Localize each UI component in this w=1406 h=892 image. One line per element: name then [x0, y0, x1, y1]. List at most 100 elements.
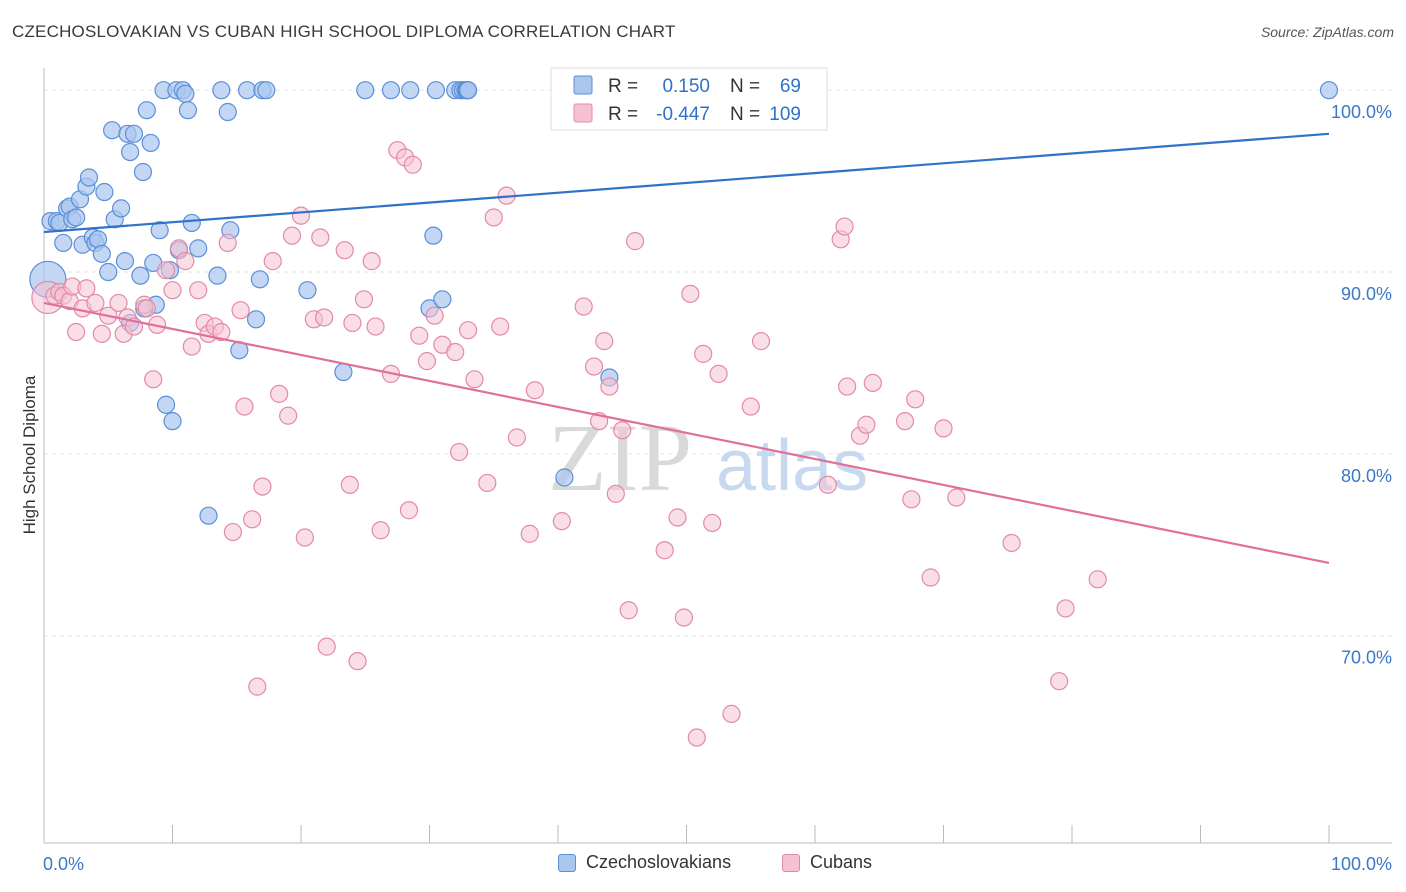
- cuban-point: [1050, 672, 1069, 691]
- cuban-point: [212, 322, 231, 342]
- cuban-point: [218, 233, 237, 253]
- cuban-point: [674, 608, 694, 627]
- cuban-point: [722, 704, 741, 723]
- czechoslovakian-point: [115, 252, 135, 271]
- czechoslovakian-point: [356, 81, 375, 100]
- legend-label-czechoslovakians: Czechoslovakians: [586, 852, 732, 872]
- cuban-point: [109, 293, 128, 313]
- cuban-point: [295, 528, 314, 547]
- y-tick-label-90: 90.0%: [1341, 284, 1392, 304]
- cuban-point: [425, 306, 444, 325]
- legend-n-label-1: N =: [730, 76, 760, 97]
- cuban-point: [619, 601, 638, 620]
- legend-label-cubans: Cubans: [810, 852, 873, 872]
- y-tick-label-100: 100.0%: [1331, 102, 1392, 122]
- cuban-point: [947, 488, 966, 507]
- y-axis-label: High School Diploma: [20, 375, 39, 534]
- cuban-point: [625, 232, 645, 251]
- chart-title: CZECHOSLOVAKIAN VS CUBAN HIGH SCHOOL DIP…: [12, 22, 676, 41]
- axes: [43, 68, 1392, 844]
- cuban-point: [687, 728, 706, 747]
- czechoslovakian-point: [95, 182, 114, 202]
- czechoslovakian-point: [124, 124, 144, 143]
- cuban-point: [248, 677, 267, 696]
- czechoslovakian-point: [67, 208, 86, 227]
- cuban-point: [77, 279, 96, 298]
- cuban-point: [458, 321, 478, 340]
- cuban-point: [613, 421, 632, 440]
- cuban-point: [584, 357, 604, 376]
- czechoslovakian-point: [426, 81, 446, 100]
- legend-n-value-2: 109: [769, 104, 801, 125]
- legend-r-label-1: R =: [608, 76, 638, 97]
- cuban-point: [465, 370, 484, 389]
- cuban-point: [176, 252, 195, 271]
- czechoslovakian-point: [111, 199, 131, 218]
- bottom-legend: Czechoslovakians Cubans: [0, 852, 1406, 878]
- cuban-point: [906, 390, 925, 409]
- cuban-point: [156, 261, 176, 280]
- czechoslovakian-point: [298, 281, 317, 300]
- cuban-point: [291, 206, 311, 225]
- cuban-point: [137, 299, 156, 318]
- cuban-point: [1088, 570, 1107, 589]
- cuban-point: [67, 322, 86, 342]
- x-tick-label-0: 0.0%: [43, 854, 84, 874]
- cuban-point: [144, 370, 163, 389]
- czechoslovakians-trend-line: [43, 132, 1330, 234]
- y-tick-label-70: 70.0%: [1341, 648, 1392, 668]
- legend-item-czechoslovakians[interactable]: Czechoslovakians: [558, 852, 731, 873]
- y-tick-label-80: 80.0%: [1341, 466, 1392, 486]
- cuban-point: [525, 381, 544, 400]
- cubans-trend-line: [43, 301, 1330, 565]
- cuban-point: [655, 541, 674, 560]
- cuban-point: [520, 524, 539, 543]
- cuban-point: [243, 510, 262, 529]
- cuban-point: [223, 522, 242, 542]
- czechoslovakian-point: [189, 239, 208, 258]
- cuban-point: [92, 324, 111, 343]
- czechoslovakian-point: [176, 84, 195, 103]
- cuban-point: [417, 352, 437, 371]
- czechoslovakian-point: [133, 162, 153, 182]
- cuban-point: [317, 637, 336, 656]
- cuban-point: [282, 226, 302, 245]
- legend-item-cubans[interactable]: Cubans: [782, 852, 872, 873]
- series-czechoslovakians: [29, 81, 1339, 525]
- cuban-point: [709, 364, 728, 383]
- cuban-point: [354, 290, 374, 309]
- cuban-point: [681, 284, 700, 303]
- cuban-point: [189, 281, 208, 300]
- legend-swatch-pink: [782, 853, 800, 872]
- czechoslovakian-point: [131, 266, 150, 285]
- czechoslovakian-point: [334, 362, 353, 382]
- cuban-point: [1056, 599, 1075, 618]
- legend: R = 0.150 N = 69 R = -0.447 N = 109: [550, 67, 828, 131]
- cuban-point: [863, 373, 882, 393]
- czechoslovakian-point: [54, 233, 73, 253]
- source-label: Source: ZipAtlas.com: [1260, 24, 1394, 40]
- cuban-point: [1002, 533, 1021, 553]
- czechoslovakian-point: [141, 133, 160, 153]
- cuban-point: [446, 342, 465, 362]
- cuban-point: [182, 337, 201, 356]
- cuban-point: [703, 513, 722, 533]
- czechoslovakian-point: [433, 290, 452, 309]
- trend-lines: [43, 132, 1330, 565]
- czechoslovakian-point: [458, 81, 478, 100]
- czechoslovakian-point: [212, 81, 231, 100]
- czechoslovakian-point: [208, 266, 227, 285]
- cuban-point: [694, 344, 713, 363]
- cuban-point: [895, 412, 915, 431]
- cuban-point: [410, 326, 429, 345]
- czechoslovakian-point: [1319, 81, 1339, 100]
- czechoslovakian-point: [120, 142, 140, 162]
- cuban-point: [343, 313, 362, 333]
- legend-box: [550, 67, 828, 131]
- cuban-point: [857, 415, 876, 434]
- czechoslovakian-point: [237, 81, 257, 100]
- cuban-point: [270, 384, 289, 403]
- czechoslovakian-point: [79, 168, 99, 187]
- czechoslovakian-point: [424, 226, 443, 245]
- cuban-point: [751, 332, 771, 351]
